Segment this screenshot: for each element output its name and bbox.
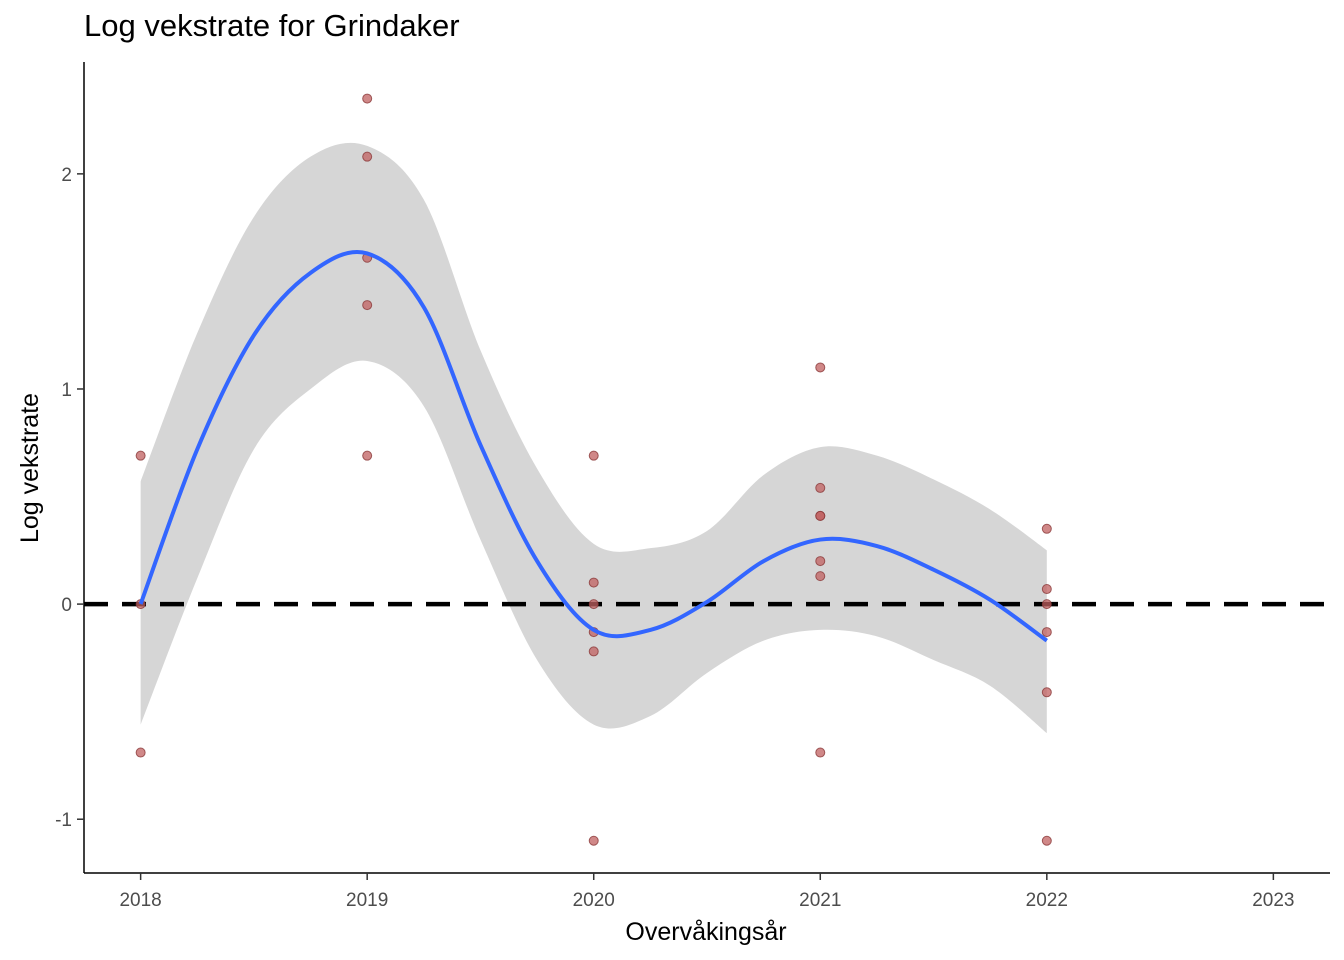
x-tick-label: 2020 bbox=[573, 890, 615, 911]
data-point bbox=[1041, 835, 1052, 846]
y-axis-title: Log vekstrate bbox=[16, 393, 44, 543]
data-point bbox=[1041, 523, 1052, 534]
x-axis-title: Overvåkingsår bbox=[625, 918, 786, 946]
confidence-band bbox=[140, 142, 1047, 734]
y-tick-label: 1 bbox=[61, 380, 72, 401]
data-point bbox=[1041, 687, 1052, 698]
data-point bbox=[815, 362, 826, 373]
x-tick-label: 2018 bbox=[119, 890, 161, 911]
data-point bbox=[135, 747, 146, 758]
data-point bbox=[1041, 627, 1052, 638]
smooth-line bbox=[138, 250, 1048, 643]
data-point bbox=[1041, 599, 1052, 610]
data-point bbox=[362, 93, 373, 104]
data-point bbox=[815, 556, 826, 567]
x-tick-label: 2022 bbox=[1026, 890, 1068, 911]
x-tick-label: 2019 bbox=[346, 890, 388, 911]
data-point bbox=[815, 510, 826, 521]
x-tick-label: 2021 bbox=[799, 890, 841, 911]
data-point bbox=[588, 577, 599, 588]
data-point bbox=[362, 300, 373, 311]
y-tick-label: -1 bbox=[55, 810, 72, 831]
x-tick-label: 2023 bbox=[1252, 890, 1294, 911]
data-point bbox=[135, 450, 146, 461]
data-point bbox=[815, 482, 826, 493]
y-tick-label: 0 bbox=[61, 595, 72, 616]
data-point bbox=[588, 835, 599, 846]
data-point bbox=[362, 151, 373, 162]
data-point bbox=[362, 450, 373, 461]
data-point bbox=[1041, 584, 1052, 595]
data-point bbox=[815, 747, 826, 758]
data-point bbox=[588, 450, 599, 461]
data-point bbox=[588, 599, 599, 610]
y-tick-label: 2 bbox=[61, 165, 72, 186]
data-point bbox=[588, 646, 599, 657]
chart-title: Log vekstrate for Grindaker bbox=[84, 8, 460, 43]
data-point bbox=[815, 571, 826, 582]
